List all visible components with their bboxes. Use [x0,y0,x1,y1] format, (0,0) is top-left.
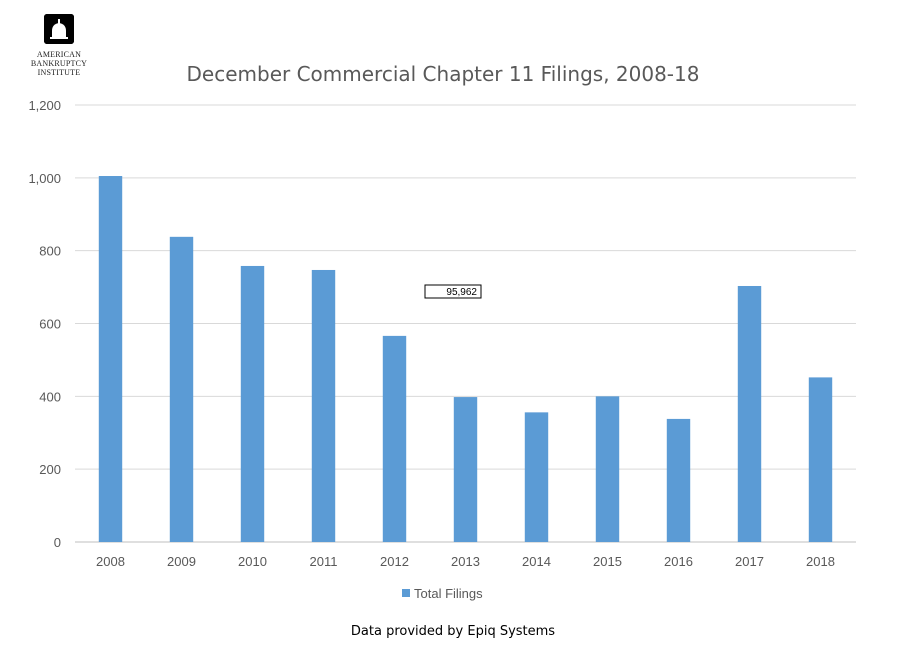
x-tick-label: 2016 [664,554,693,569]
y-tick-label: 1,200 [28,98,61,113]
bar-2011 [311,269,336,542]
legend: Total Filings [402,586,483,601]
logo-line-2: BANKRUPTCY [30,59,88,68]
legend-label: Total Filings [414,586,483,601]
x-tick-label: 2014 [522,554,551,569]
bar-2012 [382,335,407,542]
logo-line-3: INSTITUTE [37,68,81,77]
y-tick-label: 0 [54,535,61,550]
x-tick-label: 2018 [806,554,835,569]
y-tick-label: 600 [39,317,61,332]
bar-2010 [240,265,265,542]
y-tick-label: 1,000 [28,171,61,186]
x-tick-label: 2011 [310,554,338,569]
abi-logo: AMERICAN BANKRUPTCY INSTITUTE [28,14,90,84]
x-axis-tick-labels: 2008 2009 2010 2011 2012 2013 2014 2015 2016 2017… [96,554,835,569]
source-note: Data provided by Epiq Systems [350,624,556,639]
bar-2015 [595,396,620,542]
bar-2016 [666,418,691,542]
bars [98,176,833,542]
bar-2014 [524,412,549,542]
x-tick-label: 2013 [451,554,480,569]
y-axis-tick-labels: 0 200 400 600 800 1,000 1,200 [28,98,61,550]
bar-2009 [169,236,194,542]
bar-2013 [453,397,478,542]
y-tick-label: 200 [39,462,61,477]
y-tick-label: 800 [39,244,61,259]
x-tick-label: 2010 [238,554,267,569]
x-tick-label: 2017 [735,554,764,569]
capitol-dome-icon [44,14,74,44]
bar-2008 [98,176,123,542]
x-tick-label: 2012 [380,554,409,569]
logo-line-1: AMERICAN [36,50,82,59]
y-tick-label: 400 [39,389,61,404]
legend-swatch [402,589,410,597]
annotation-text: 95,962 [446,287,477,298]
x-tick-label: 2008 [96,554,125,569]
bar-2018 [808,377,833,542]
annotation-box: 95,962 [424,284,482,299]
chart-title: December Commercial Chapter 11 Filings, … [187,62,700,86]
x-tick-label: 2009 [167,554,196,569]
x-tick-label: 2015 [593,554,622,569]
bar-2017 [737,285,762,542]
